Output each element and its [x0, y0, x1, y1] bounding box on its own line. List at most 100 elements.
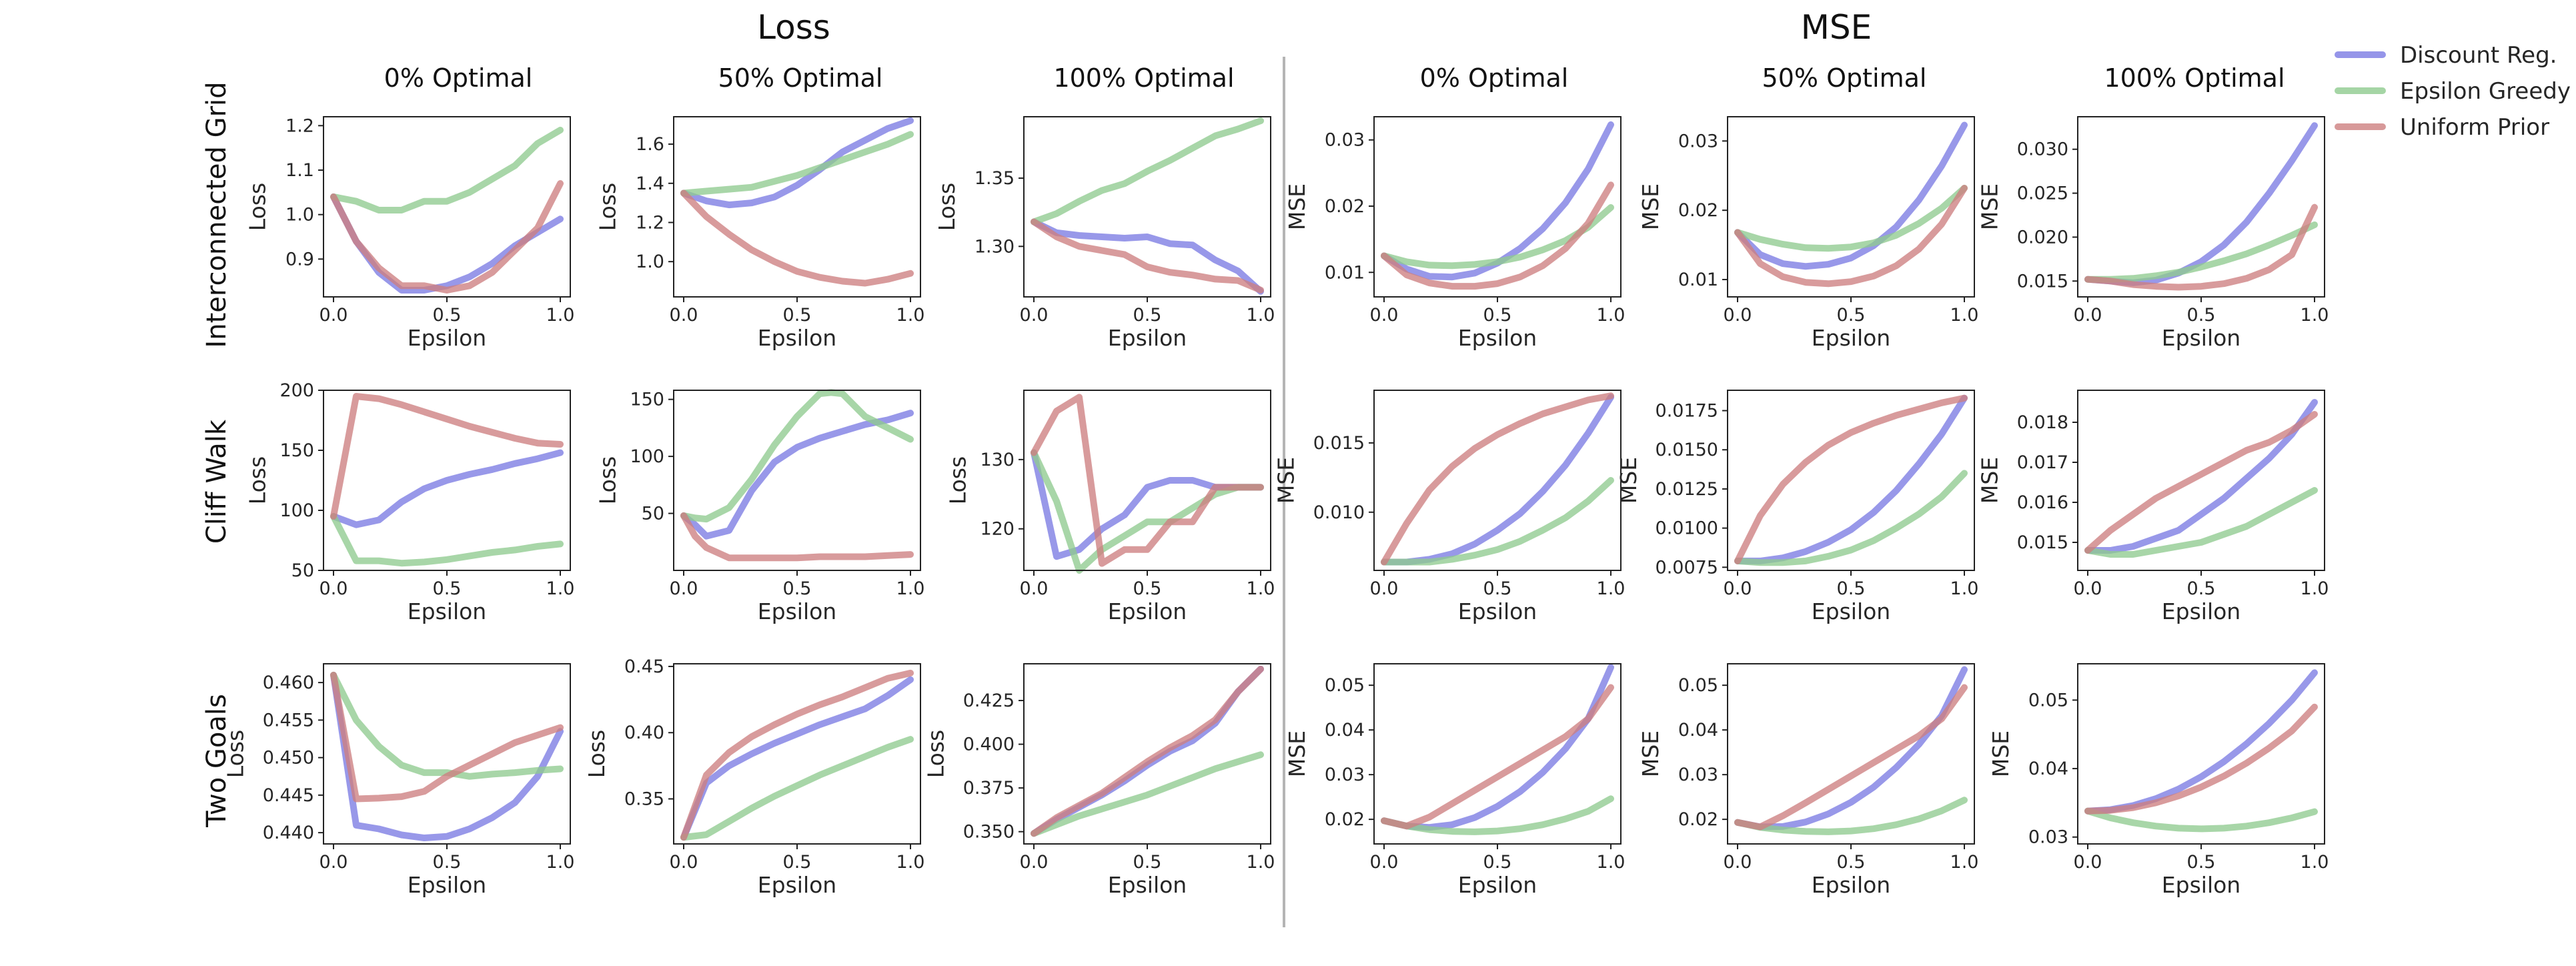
row-label-cliff-walk: Cliff Walk	[201, 419, 232, 544]
series-line-uniform-prior	[1381, 181, 1614, 290]
x-axis-label: Epsilon	[1108, 598, 1187, 624]
panel-two-loss-100: 0.0 0.5 1.0 0.350 0.375 0.400 0.425 Epsilon Loss	[923, 663, 1275, 898]
series-line-uniform-prior	[1031, 218, 1264, 294]
x-axis-label: Epsilon	[1108, 325, 1187, 351]
y-tick-label: 0.04	[1678, 720, 1718, 741]
x-axis-label: Epsilon	[758, 325, 836, 351]
panel-two-mse-100: 0.0 0.5 1.0 0.03 0.04 0.05 Epsilon MSE	[1988, 663, 2329, 898]
series-line-uniform-prior	[330, 671, 564, 803]
y-tick-label: 120	[980, 519, 1015, 540]
x-tick-label: 0.0	[670, 852, 698, 873]
y-tick-label: 0.0100	[1656, 518, 1718, 539]
y-tick-label: 0.04	[2028, 759, 2068, 779]
y-tick-label: 0.350	[963, 822, 1015, 843]
series-line-epsilon-greedy	[2084, 487, 2318, 558]
y-tick-label: 0.05	[1678, 675, 1718, 696]
y-tick-label: 1.35	[975, 168, 1015, 189]
x-tick-label: 0.5	[1483, 305, 1512, 326]
series-line-uniform-prior	[1381, 392, 1614, 566]
x-axis-label: Epsilon	[408, 325, 486, 351]
y-tick-label: 0.03	[1325, 130, 1365, 151]
panel-two-loss-0: 0.0 0.5 1.0 0.440 0.445 0.450 0.455 0.460 Epsilo…	[223, 663, 574, 898]
y-tick-label: 150	[279, 440, 314, 461]
series-line-uniform-prior	[2084, 203, 2318, 291]
panel-grid-loss-50: 0.0 0.5 1.0 1.0 1.2 1.4 1.6 Epsilon Loss	[595, 116, 925, 351]
y-tick-label: 0.015	[2017, 532, 2068, 553]
series-line-epsilon-greedy	[1734, 470, 1968, 566]
series-line-epsilon-greedy	[680, 131, 914, 197]
panel-two-loss-50: 0.0 0.5 1.0 0.35 0.40 0.45 Epsilon Loss	[584, 656, 924, 898]
x-tick-label: 0.0	[2074, 305, 2102, 326]
x-tick-label: 0.5	[2187, 305, 2216, 326]
y-tick-label: 0.440	[263, 823, 314, 843]
y-tick-label: 0.01	[1678, 270, 1718, 290]
y-tick-label: 0.015	[1313, 433, 1365, 454]
x-axis-label: Epsilon	[408, 872, 486, 898]
panel-two-mse-50: 0.0 0.5 1.0 0.02 0.03 0.04 0.05 Epsilon MSE	[1638, 663, 1979, 898]
x-tick-label: 0.0	[2074, 852, 2102, 873]
x-tick-label: 0.5	[783, 578, 812, 599]
y-tick-label: 0.017	[2017, 452, 2068, 473]
y-tick-label: 0.02	[1678, 809, 1718, 830]
x-tick-label: 1.0	[546, 305, 575, 326]
legend-label-uniform-prior: Uniform Prior	[2400, 114, 2549, 141]
y-tick-label: 150	[630, 390, 664, 410]
x-axis-label: Epsilon	[408, 598, 486, 624]
row-label-two-goals: Two Goals	[201, 694, 232, 828]
x-tick-label: 0.0	[1020, 305, 1049, 326]
y-tick-label: 50	[291, 560, 314, 581]
series-line-discount-reg	[1734, 666, 1968, 831]
y-tick-label: 0.0150	[1656, 440, 1718, 460]
panel-cliff-loss-100: 0.0 0.5 1.0 120 130 Epsilon Loss	[945, 390, 1275, 624]
y-tick-label: 0.03	[1325, 765, 1365, 785]
x-axis-label: Epsilon	[2162, 598, 2240, 624]
column-title-loss-50: 50% Optimal	[718, 63, 883, 93]
y-axis-label: Loss	[245, 183, 271, 231]
x-tick-label: 1.0	[1950, 852, 1979, 873]
x-tick-label: 1.0	[1247, 852, 1275, 873]
series-line-uniform-prior	[1734, 684, 1968, 831]
x-tick-label: 0.0	[319, 305, 348, 326]
x-tick-label: 1.0	[896, 852, 925, 873]
axes-frame	[1373, 663, 1622, 845]
y-axis-label: MSE	[1284, 183, 1310, 230]
x-tick-label: 0.5	[1133, 578, 1162, 599]
y-tick-label: 1.1	[285, 160, 314, 181]
x-tick-label: 0.5	[1837, 852, 1866, 873]
y-tick-label: 0.0075	[1656, 557, 1718, 578]
y-tick-label: 0.010	[1313, 502, 1365, 523]
y-tick-label: 1.2	[285, 115, 314, 136]
y-axis-label: Loss	[923, 730, 949, 778]
x-tick-label: 0.5	[433, 852, 462, 873]
x-tick-label: 0.0	[1724, 578, 1752, 599]
y-tick-label: 0.450	[263, 748, 314, 769]
series-line-epsilon-greedy	[1031, 117, 1264, 225]
y-tick-label: 0.425	[963, 690, 1015, 711]
x-tick-label: 1.0	[1597, 852, 1626, 873]
x-tick-label: 0.5	[433, 578, 462, 599]
x-tick-label: 0.5	[1483, 578, 1512, 599]
x-tick-label: 0.0	[1724, 852, 1752, 873]
x-tick-label: 0.0	[1370, 578, 1399, 599]
x-tick-label: 1.0	[896, 305, 925, 326]
y-tick-label: 0.9	[285, 249, 314, 270]
series-line-uniform-prior	[1381, 684, 1614, 830]
series-line-uniform-prior	[680, 512, 914, 562]
x-axis-label: Epsilon	[2162, 325, 2240, 351]
series-line-epsilon-greedy	[1031, 751, 1264, 837]
series-line-uniform-prior	[2084, 411, 2318, 554]
x-tick-label: 1.0	[1247, 578, 1275, 599]
series-line-discount-reg	[330, 449, 564, 528]
y-axis-label: Loss	[584, 730, 610, 778]
y-axis-label: Loss	[245, 456, 271, 504]
series-line-epsilon-greedy	[1381, 795, 1614, 835]
y-tick-label: 1.2	[636, 212, 664, 233]
y-axis-label: MSE	[1988, 731, 2014, 777]
y-tick-label: 0.375	[963, 778, 1015, 799]
x-tick-label: 0.0	[670, 305, 698, 326]
series-line-epsilon-greedy	[330, 127, 564, 213]
legend-label-discount-reg: Discount Reg.	[2400, 42, 2557, 69]
x-tick-label: 1.0	[2301, 305, 2329, 326]
x-tick-label: 0.5	[783, 852, 812, 873]
